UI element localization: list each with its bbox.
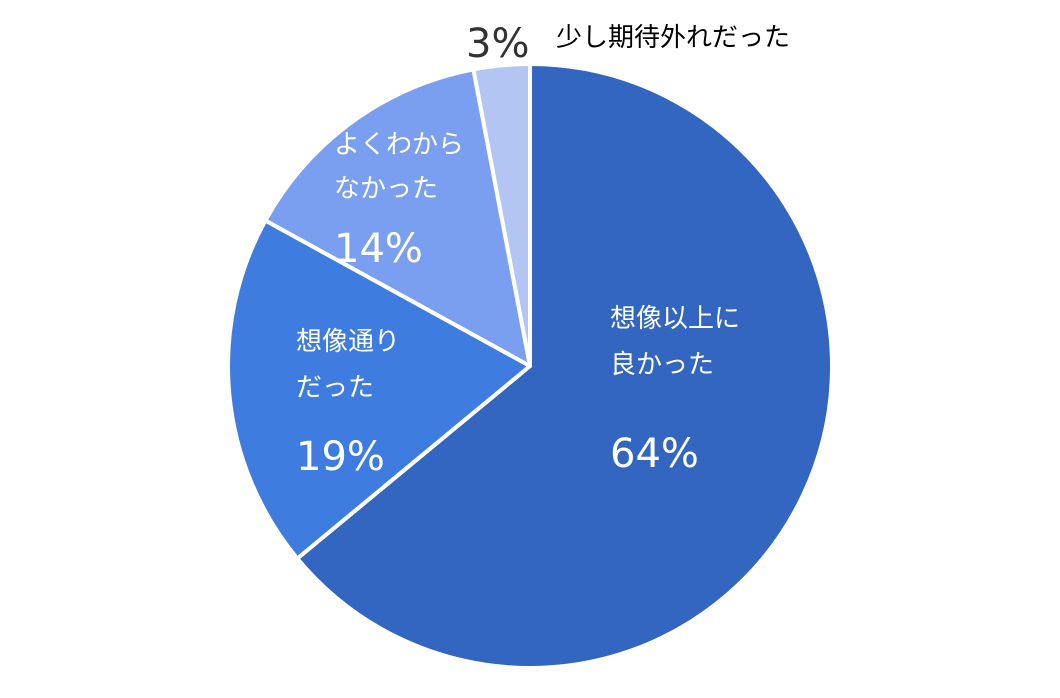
slice-label-2-line-2: だった: [296, 373, 374, 403]
slice-value-label-3: 14%: [334, 226, 423, 272]
pie-slice-4: [471, 62, 532, 368]
slice-label-1-line-2: 良かった: [610, 350, 714, 380]
slice-value-label-1: 64%: [610, 431, 699, 477]
slice-label-4-line-1: 少し期待外れだった: [556, 23, 790, 53]
pie-slice-3: [263, 67, 532, 368]
slice-value-label-2: 19%: [296, 434, 385, 480]
slice-label-1-line-1: 想像以上に: [610, 304, 740, 334]
pie-slice-2: [226, 218, 532, 561]
pie-slices: [226, 62, 834, 670]
slice-label-3-line-2: なかった: [334, 174, 438, 204]
pie-slice-1: [295, 62, 834, 670]
slice-label-2-line-1: 想像通り: [296, 327, 400, 357]
slice-label-3-line-1: よくわから: [334, 130, 464, 160]
slice-value-label-4: 3%: [466, 21, 529, 67]
